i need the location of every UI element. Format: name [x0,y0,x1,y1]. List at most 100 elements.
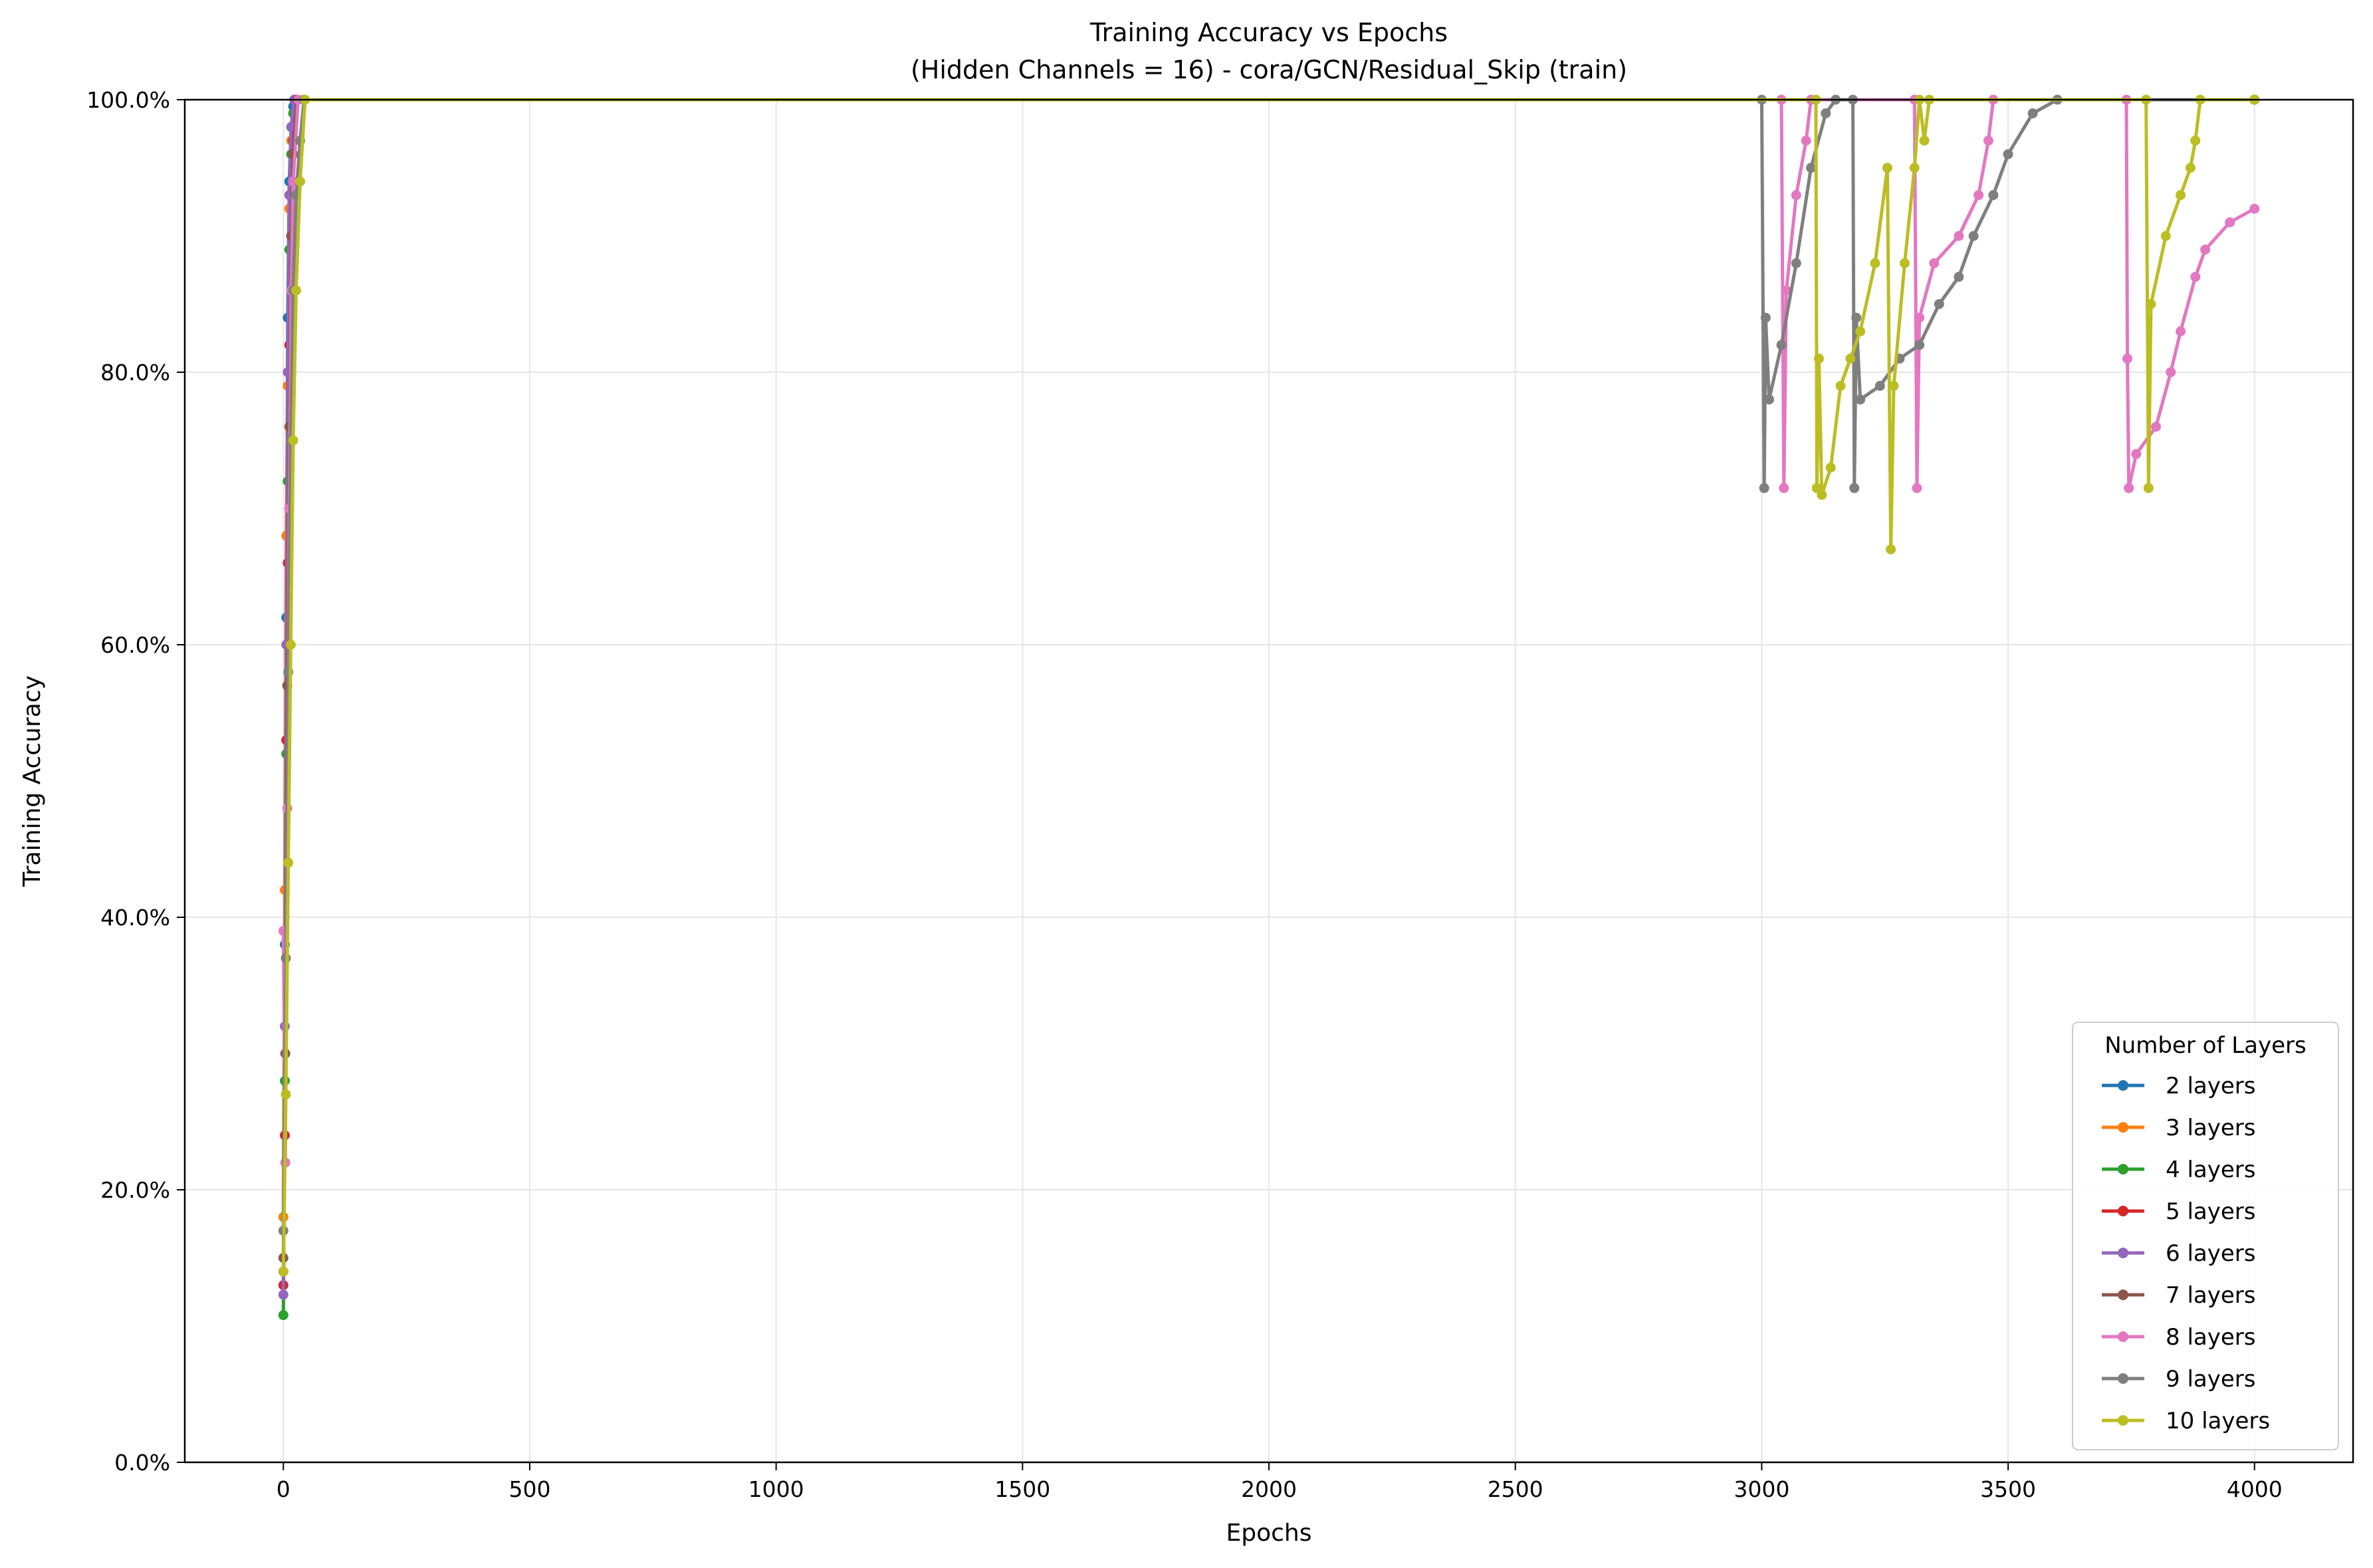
data-point [1974,190,1984,200]
data-point [295,176,305,187]
series-10-layers [278,94,2260,1277]
data-point [2190,136,2201,146]
data-point [278,1266,288,1277]
data-point [2146,299,2156,309]
data-point [2160,231,2171,241]
series-line [281,98,2255,1165]
data-point [278,1289,288,1300]
y-tick-label: 0.0% [114,1450,170,1476]
series-line [281,98,2255,1272]
data-point [1914,312,1925,323]
series-layer [278,94,2260,1321]
data-point [1779,483,1789,493]
data-point [283,857,294,868]
data-point [278,1310,288,1321]
data-point [2176,326,2186,336]
x-tick-label: 500 [508,1476,550,1502]
data-point [1764,394,1774,405]
data-point [2176,190,2186,200]
data-point [1806,163,1816,173]
x-tick-label: 4000 [2227,1476,2283,1502]
y-tick-label: 20.0% [100,1177,170,1203]
data-point [291,285,301,296]
x-tick-label: 3500 [1980,1476,2036,1502]
data-point [1817,490,1827,500]
legend-label: 2 layers [2166,1073,2255,1099]
data-point [1855,394,1866,405]
legend-marker [2118,1373,2128,1384]
data-point [1851,312,1862,323]
data-point [285,639,296,650]
data-point [1882,163,1892,173]
data-point [1968,231,1979,241]
x-tick-label: 1000 [748,1476,804,1502]
x-tick-label: 2500 [1488,1476,1543,1502]
legend-label: 9 layers [2166,1366,2255,1393]
legend-marker [2118,1415,2128,1426]
legend-title: Number of Layers [2104,1032,2306,1059]
data-point [1821,108,1831,118]
legend-label: 4 layers [2166,1157,2255,1183]
data-point [1776,340,1787,350]
legend-label: 7 layers [2166,1282,2255,1309]
legend-marker [2118,1331,2128,1342]
legend-frame [2072,1022,2339,1450]
data-point [2185,163,2196,173]
data-point [1899,258,1910,269]
data-point [1888,381,1899,391]
axis-ticks: 0 500 1000 1500 2000 2500 3000 3500 4000 0.0% 20.0… [86,87,2283,1502]
data-point [2124,483,2134,493]
x-tick-label: 3000 [1734,1476,1789,1502]
chart-title: Training Accuracy vs Epochs [1089,18,1448,47]
data-point [1781,285,1791,296]
data-point [2200,245,2211,255]
data-point [1929,258,1940,269]
data-point [1855,326,1866,336]
data-point [1886,544,1896,554]
data-point [1791,190,1801,200]
data-point [2143,483,2154,493]
data-point [1988,190,1999,200]
data-point [281,1089,291,1099]
data-point [2027,108,2038,118]
y-tick-label: 40.0% [100,905,170,931]
data-point [1835,381,1846,391]
data-point [1934,299,1944,309]
data-point [1845,354,1856,364]
data-point [1914,340,1925,350]
data-point [1791,258,1801,269]
x-tick-label: 1500 [994,1476,1050,1502]
legend-marker [2118,1248,2128,1258]
data-point [1870,258,1880,269]
legend-label: 6 layers [2166,1240,2255,1267]
legend-entries: 2 layers 3 layers 4 layers 5 layers 6 layers… [2102,1073,2270,1434]
data-point [1912,483,1922,493]
y-tick-label: 60.0% [100,632,170,658]
legend-marker [2118,1122,2128,1133]
data-point [1825,463,1836,473]
chart-subtitle: (Hidden Channels = 16) - cora/GCN/Residu… [911,55,1627,84]
legend-marker [2118,1206,2128,1216]
data-point [2249,203,2260,214]
y-axis-label: Training Accuracy [19,675,46,887]
x-tick-label: 2000 [1241,1476,1297,1502]
data-point [2131,449,2142,459]
x-axis-label: Epochs [1226,1519,1312,1547]
legend-marker [2118,1289,2128,1300]
data-point [1983,136,1993,146]
data-point [2003,149,2013,160]
legend-marker [2118,1080,2128,1091]
data-point [2190,272,2201,282]
data-point [2151,421,2161,432]
data-point [288,435,298,445]
data-point [1813,354,1824,364]
data-point [1760,312,1771,323]
data-point [1909,163,1920,173]
data-point [1919,136,1930,146]
legend-label: 8 layers [2166,1324,2255,1351]
legend: Number of Layers 2 layers 3 layers 4 layer… [2072,1022,2339,1450]
legend-label: 3 layers [2166,1115,2255,1141]
series-line [281,98,2255,1231]
legend-label: 10 layers [2166,1408,2270,1434]
